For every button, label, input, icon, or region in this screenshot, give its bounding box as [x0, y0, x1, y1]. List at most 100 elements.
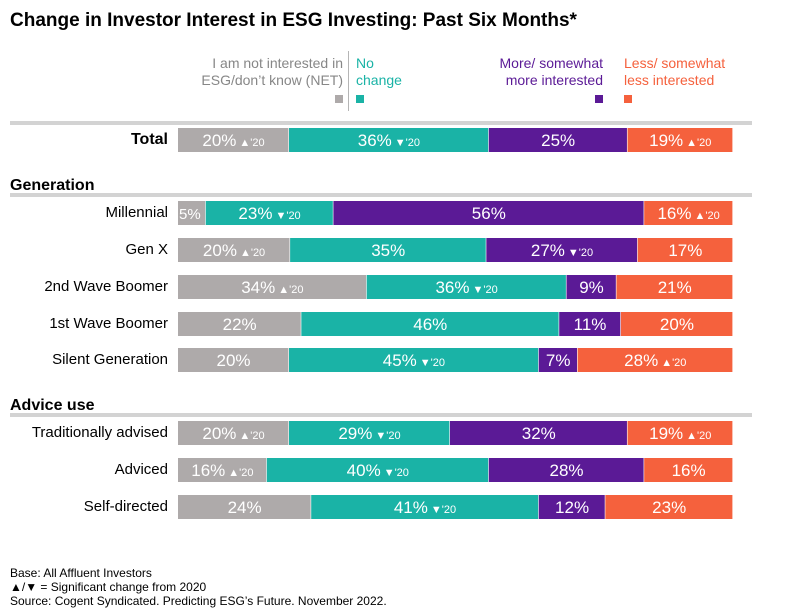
- data-label-2nd-wave-boomer-not-interested: 34% ▲'20: [241, 278, 303, 297]
- data-label-traditionally-advised-not-interested: 20% ▲'20: [202, 424, 264, 443]
- data-label-total-less-interested: 19% ▲'20: [649, 131, 711, 150]
- footnote-significance: ▲/▼ = Significant change from 2020: [10, 580, 207, 594]
- data-label-total-more-interested: 25%: [541, 131, 575, 150]
- data-label-total-not-interested: 20% ▲'20: [202, 131, 264, 150]
- bar-total-not-interested: [178, 128, 289, 152]
- legend-label: ESG/don’t know (NET): [201, 72, 343, 88]
- data-label-gen-x-not-interested: 20% ▲'20: [203, 241, 265, 260]
- legend-swatch: [595, 95, 603, 104]
- bar-gen-x-no-change: [290, 238, 486, 262]
- data-label-silent-generation-less-interested: 28% ▲'20: [624, 351, 686, 370]
- data-label-self-directed-not-interested: 24%: [228, 498, 262, 517]
- data-label-2nd-wave-boomer-less-interested: 21%: [658, 278, 692, 297]
- bar-millennial-not-interested: [178, 201, 206, 225]
- bar-total-no-change: [289, 128, 489, 152]
- legend-label: I am not interested in: [212, 55, 343, 71]
- legend-item-no-change: No change: [356, 55, 402, 106]
- data-label-gen-x-less-interested: 17%: [668, 241, 702, 260]
- bar-adviced-no-change: [266, 458, 489, 482]
- data-label-adviced-not-interested: 16% ▲'20: [191, 461, 253, 480]
- data-label-1st-wave-boomer-not-interested: 22%: [223, 315, 257, 334]
- footnote-source: Source: Cogent Syndicated. Predicting ES…: [10, 594, 387, 608]
- bar-traditionally-advised-not-interested: [178, 421, 289, 445]
- bar-millennial-less-interested: [644, 201, 733, 225]
- category-label-1st-wave-boomer: 1st Wave Boomer: [49, 315, 168, 332]
- data-label-silent-generation-no-change: 45% ▼'20: [383, 351, 445, 370]
- data-label-adviced-less-interested: 16%: [672, 461, 706, 480]
- legend-item-more-interested: More/ somewhat more interested: [500, 55, 603, 106]
- section-rule: [10, 413, 752, 417]
- data-label-gen-x-no-change: 35%: [371, 241, 405, 260]
- bar-adviced-more-interested: [488, 458, 644, 482]
- data-label-millennial-not-interested: 5%: [179, 206, 201, 223]
- data-label-2nd-wave-boomer-more-interested: 9%: [579, 278, 604, 297]
- data-label-2nd-wave-boomer-no-change: 36% ▼'20: [435, 278, 497, 297]
- data-label-1st-wave-boomer-less-interested: 20%: [660, 315, 694, 334]
- legend-item-less-interested: Less/ somewhat less interested: [624, 55, 725, 106]
- legend-label: Less/ somewhat: [624, 55, 726, 71]
- section-rule: [10, 121, 752, 125]
- data-label-1st-wave-boomer-more-interested: 11%: [574, 315, 607, 334]
- bar-silent-generation-more-interested: [538, 348, 577, 372]
- data-label-millennial-less-interested: 16% ▲'20: [657, 204, 719, 223]
- bar-silent-generation-no-change: [289, 348, 539, 372]
- data-label-self-directed-less-interested: 23%: [652, 498, 686, 517]
- data-label-silent-generation-not-interested: 20%: [216, 351, 250, 370]
- bar-self-directed-more-interested: [538, 495, 605, 519]
- data-label-self-directed-more-interested: 12%: [555, 498, 589, 517]
- data-label-traditionally-advised-less-interested: 19% ▲'20: [649, 424, 711, 443]
- bar-total-more-interested: [488, 128, 627, 152]
- data-label-adviced-no-change: 40% ▼'20: [347, 461, 409, 480]
- legend-divider: [348, 51, 349, 111]
- bar-silent-generation-not-interested: [178, 348, 289, 372]
- bar-2nd-wave-boomer-less-interested: [616, 275, 733, 299]
- data-label-1st-wave-boomer-no-change: 46%: [413, 315, 447, 334]
- category-label-gen-x: Gen X: [125, 241, 168, 258]
- bar-2nd-wave-boomer-more-interested: [566, 275, 616, 299]
- bar-self-directed-not-interested: [178, 495, 311, 519]
- legend-label: more interested: [505, 72, 603, 88]
- bar-gen-x-not-interested: [178, 238, 290, 262]
- category-label-millennial: Millennial: [105, 204, 168, 221]
- data-label-millennial-no-change: 23% ▼'20: [238, 204, 300, 223]
- bar-total-less-interested: [627, 128, 733, 152]
- bar-millennial-more-interested: [333, 201, 644, 225]
- bar-1st-wave-boomer-less-interested: [620, 312, 733, 336]
- data-label-millennial-more-interested: 56%: [472, 204, 506, 223]
- category-label-total: Total: [130, 131, 168, 148]
- legend-label: less interested: [624, 72, 715, 88]
- chart-title: Change in Investor Interest in ESG Inves…: [10, 10, 577, 31]
- category-label-traditionally-advised: Traditionally advised: [31, 424, 168, 441]
- bar-1st-wave-boomer-more-interested: [559, 312, 621, 336]
- data-label-traditionally-advised-no-change: 29% ▼'20: [338, 424, 400, 443]
- category-label-silent-generation: Silent Generation: [52, 351, 168, 368]
- footnotes: Base: All Affluent Investors ▲/▼ = Signi…: [10, 566, 387, 608]
- category-label-2nd-wave-boomer: 2nd Wave Boomer: [44, 278, 168, 295]
- data-label-adviced-more-interested: 28%: [549, 461, 583, 480]
- data-label-silent-generation-more-interested: 7%: [546, 351, 571, 370]
- bar-2nd-wave-boomer-not-interested: [178, 275, 367, 299]
- bar-gen-x-more-interested: [486, 238, 638, 262]
- bar-1st-wave-boomer-not-interested: [178, 312, 301, 336]
- bar-2nd-wave-boomer-no-change: [366, 275, 566, 299]
- bar-adviced-less-interested: [644, 458, 733, 482]
- bar-gen-x-less-interested: [637, 238, 733, 262]
- legend-label: More/ somewhat: [499, 55, 603, 71]
- data-label-gen-x-more-interested: 27% ▼'20: [531, 241, 593, 260]
- bar-traditionally-advised-no-change: [289, 421, 450, 445]
- data-label-traditionally-advised-more-interested: 32%: [522, 424, 556, 443]
- bar-silent-generation-less-interested: [577, 348, 733, 372]
- legend-label: No: [356, 55, 374, 71]
- bar-1st-wave-boomer-no-change: [301, 312, 559, 336]
- data-label-self-directed-no-change: 41% ▼'20: [394, 498, 456, 517]
- legend-swatch: [624, 95, 632, 104]
- section-header-advice-use: Advice use: [10, 397, 95, 414]
- section-rule: [10, 193, 752, 197]
- bar-traditionally-advised-less-interested: [627, 421, 733, 445]
- data-label-total-no-change: 36% ▼'20: [358, 131, 420, 150]
- legend-swatch: [335, 95, 343, 104]
- legend-item-not-interested: I am not interested in ESG/don’t know (N…: [201, 55, 343, 106]
- bar-self-directed-no-change: [311, 495, 539, 519]
- legend-swatch: [356, 95, 364, 104]
